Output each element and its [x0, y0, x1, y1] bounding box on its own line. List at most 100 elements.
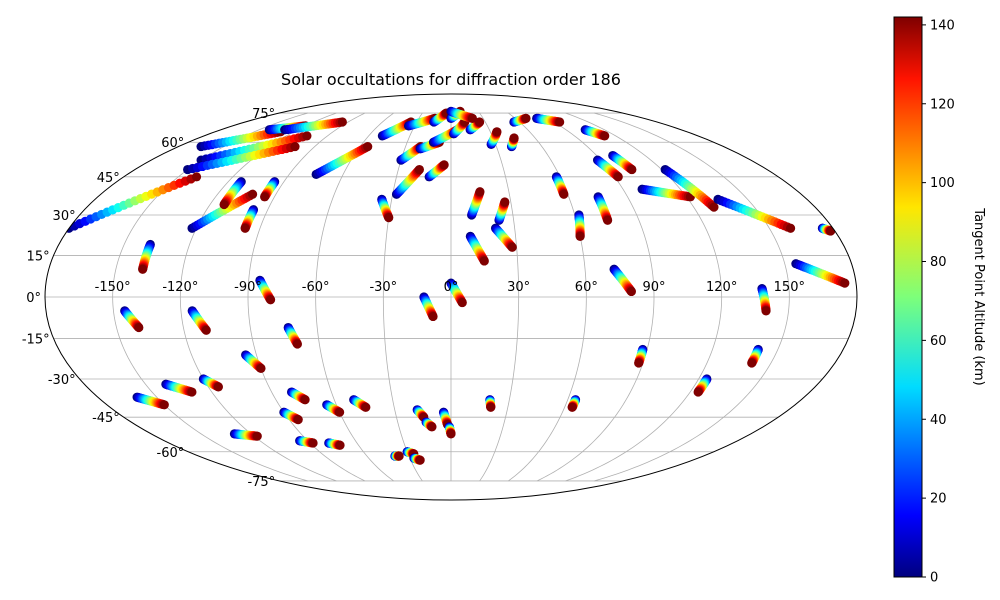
occultation-points: [64, 106, 850, 465]
latitude-tick-label: 75°: [252, 107, 275, 122]
colorbar-gradient: [893, 16, 923, 578]
occultation-point: [475, 187, 485, 197]
occultation-track: [637, 184, 695, 202]
occultation-point: [626, 286, 636, 297]
occultation-point: [308, 438, 318, 448]
occultation-track: [241, 350, 266, 373]
occultation-track: [255, 275, 276, 305]
occultation-point: [479, 256, 489, 266]
occultation-point: [219, 199, 229, 210]
occultation-point: [446, 429, 456, 439]
occultation-point: [415, 455, 425, 465]
occultation-track: [444, 422, 456, 439]
latitude-tick-label: -60°: [157, 446, 185, 461]
latitude-tick-label: -30°: [48, 373, 76, 388]
occultation-point: [521, 113, 531, 123]
occultation-point: [191, 172, 202, 182]
chart-title: Solar occultations for diffraction order…: [281, 70, 621, 89]
occultation-track: [485, 395, 496, 412]
occultation-point: [187, 387, 197, 397]
occultation-track: [260, 177, 280, 202]
colorbar-tick-label: 120: [930, 97, 955, 112]
grid-meridian: [479, 112, 520, 482]
occultation-point: [384, 213, 394, 223]
longitude-tick-label: 150°: [774, 280, 805, 295]
occultation-point: [337, 117, 347, 127]
occultation-track: [592, 155, 623, 182]
occultation-track: [567, 395, 581, 412]
grid-meridian: [565, 112, 723, 482]
latitude-tick-label: -75°: [247, 475, 275, 490]
colorbar: 0 20 40 60 80 100 120 140 Tangent Point Altitud…: [893, 16, 986, 586]
colorbar-tick-label: 20: [930, 492, 947, 507]
occultation-point: [293, 415, 303, 425]
occultation-point: [260, 192, 270, 202]
latitude-tick-labels: 75° 60° 45° 30° 15° 0° -15° -30° -45° -60° -75°: [22, 107, 275, 490]
grid-meridian: [508, 112, 587, 482]
occultation-track: [608, 150, 637, 175]
occultation-point: [290, 141, 300, 152]
occultation-point: [256, 363, 266, 373]
occultation-track: [132, 392, 169, 410]
latitude-tick-label: 0°: [26, 291, 41, 306]
longitude-tick-label: 0°: [444, 280, 459, 295]
longitude-tick-label: 90°: [642, 280, 665, 295]
occultation-point: [394, 451, 404, 461]
occultation-track: [791, 259, 850, 288]
longitude-tick-label: 120°: [706, 280, 737, 295]
occultation-track: [219, 177, 246, 210]
occultation-point: [247, 189, 258, 199]
longitude-tick-label: -90°: [234, 280, 262, 295]
occultation-point: [335, 440, 345, 450]
occultation-track: [280, 117, 347, 135]
occultation-track: [229, 429, 262, 441]
mollweide-map: [44, 93, 858, 501]
colorbar-tick-label: 100: [930, 176, 955, 191]
occultation-track: [532, 113, 565, 127]
occultation-track: [390, 451, 404, 461]
occultation-track: [609, 264, 636, 297]
occultation-point: [709, 202, 719, 212]
occultation-point: [138, 264, 148, 274]
colorbar-tick-label: 140: [930, 18, 955, 33]
occultation-track: [490, 223, 517, 252]
occultation-point: [414, 164, 424, 175]
grid-meridian: [179, 112, 337, 482]
occultation-track: [283, 322, 303, 349]
occultation-point: [335, 407, 345, 417]
occultation-point: [134, 322, 144, 333]
occultation-track: [311, 141, 373, 179]
occultation-point: [486, 402, 496, 412]
occultation-track: [196, 131, 312, 165]
occultation-track: [713, 194, 796, 233]
grid-meridian: [247, 112, 366, 482]
occultation-point: [575, 231, 585, 241]
occultation-point: [302, 131, 312, 141]
occultation-point: [363, 141, 373, 152]
occultation-track: [693, 374, 712, 397]
colorbar-tick-label: 40: [930, 413, 947, 428]
occultation-track: [198, 374, 224, 392]
longitude-tick-label: -60°: [302, 280, 330, 295]
longitude-tick-labels: -150° -120° -90° -60° -30° 0° 30° 60° 90° 120° 150…: [95, 280, 805, 295]
occultation-track: [634, 344, 648, 368]
map-boundary: [44, 93, 858, 501]
occultation-track: [551, 172, 569, 199]
occultation-point: [500, 197, 510, 207]
occultation-track: [593, 192, 613, 225]
occultation-track: [446, 278, 467, 308]
occultation-point: [427, 422, 437, 432]
longitude-tick-label: -120°: [162, 280, 198, 295]
occultation-point: [467, 113, 478, 123]
occultation-track: [196, 127, 286, 152]
grid-meridian: [315, 112, 394, 482]
occultation-track: [424, 160, 449, 182]
occultation-track: [817, 223, 836, 236]
occultation-point: [300, 395, 310, 405]
occultation-point: [559, 189, 569, 199]
occultation-point: [761, 306, 771, 316]
occultation-track: [279, 407, 303, 425]
grid-meridian: [594, 112, 790, 482]
occultation-point: [826, 226, 836, 236]
occultation-track: [187, 306, 211, 335]
